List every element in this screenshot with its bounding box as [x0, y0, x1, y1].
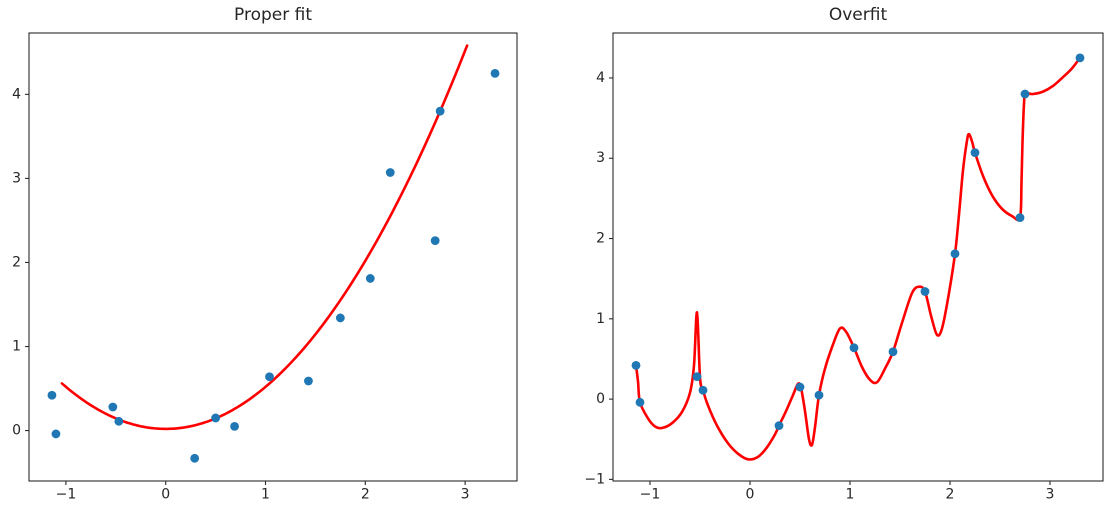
axes-spines — [612, 32, 1104, 482]
scatter-point — [385, 168, 395, 177]
scatter-point — [849, 343, 859, 353]
scatter-point — [795, 382, 805, 392]
y-tick-label: 2 — [12, 254, 21, 270]
x-tick-label: 0 — [161, 487, 170, 503]
scatter-point — [692, 372, 702, 382]
x-tick-label: −1 — [640, 487, 661, 503]
y-tick-label: 4 — [12, 86, 21, 102]
y-tick-label: 4 — [596, 70, 605, 86]
y-tick-label: 0 — [596, 391, 605, 407]
scatter-point — [774, 421, 784, 430]
scatter-point — [490, 68, 500, 78]
y-tick-label: 3 — [596, 150, 605, 166]
scatter-point — [950, 249, 960, 259]
scatter-point — [51, 429, 61, 439]
scatter-point — [114, 416, 124, 426]
proper-fit-curve — [60, 44, 469, 431]
x-tick-label: −1 — [56, 487, 77, 503]
scatter-point — [635, 397, 645, 407]
scatter-point — [435, 106, 445, 116]
y-tick-label: −1 — [584, 471, 605, 487]
y-tick-label: 1 — [12, 339, 21, 355]
scatter-point — [920, 287, 930, 296]
scatter-point — [108, 402, 118, 412]
scatter-point — [365, 274, 375, 283]
y-tick-label: 1 — [596, 311, 605, 327]
scatter-point — [1020, 89, 1030, 99]
y-tick-label: 3 — [12, 170, 21, 186]
scatter-point — [970, 148, 980, 158]
overfit-curve — [634, 56, 1082, 461]
y-tick-label: 2 — [596, 231, 605, 247]
x-tick-label: 1 — [261, 487, 270, 503]
y-tick-label: 0 — [12, 423, 21, 439]
scatter-point — [211, 413, 221, 423]
scatter-point — [430, 236, 440, 246]
scatter-point — [1075, 53, 1085, 63]
scatter-point — [304, 376, 313, 386]
x-tick-label: 0 — [746, 487, 755, 503]
scatter-point — [335, 313, 345, 323]
scatter-point — [814, 390, 824, 400]
x-tick-label: 1 — [846, 487, 855, 503]
x-tick-label: 2 — [361, 487, 370, 503]
axes-spines — [28, 32, 518, 482]
right-plot-title: Overfit — [828, 5, 888, 25]
x-tick-label: 3 — [461, 487, 470, 503]
scatter-point — [698, 385, 708, 395]
x-tick-label: 3 — [1046, 487, 1055, 503]
scatter-point — [47, 390, 57, 400]
x-tick-label: 2 — [946, 487, 955, 503]
scatter-point — [230, 421, 239, 431]
scatter-point — [631, 360, 641, 370]
scatter-point — [888, 347, 898, 357]
left-plot-title: Proper fit — [234, 5, 312, 25]
scatter-point — [265, 372, 274, 382]
scatter-point — [1015, 213, 1025, 223]
scatter-point — [190, 453, 200, 463]
